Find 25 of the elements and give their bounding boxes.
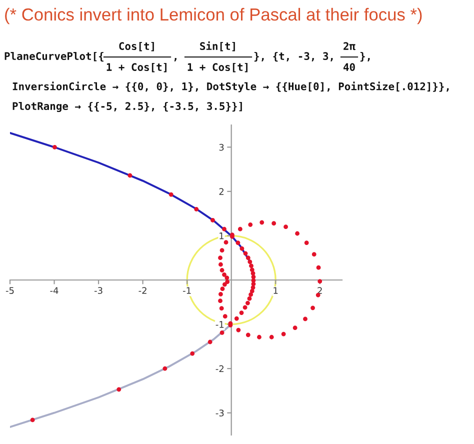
chart-title: (* Conics invert into Lemicon of Pascal at their focus *) <box>5 8 422 24</box>
text: Sin[t] <box>200 41 235 52</box>
y-tick-label: -3 <box>216 410 224 416</box>
text: PlotRange → {{-5, 2.5}, {-3.5, 3.5}}] <box>12 102 242 112</box>
y-tick-label: -1 <box>216 321 224 328</box>
y-tick-label: 1 <box>220 232 224 240</box>
y-tick-label: -2 <box>216 365 224 372</box>
text: PlaneCurvePlot[{ <box>4 52 104 62</box>
x-tick-label: -4 <box>50 287 58 294</box>
text: InversionCircle → {{0, 0}, 1}, DotStyle → {{Hue[0], PointSize[.012]}}, <box>12 82 449 92</box>
y-tick-label: 3 <box>219 144 224 151</box>
text: 2π <box>344 42 356 50</box>
x-tick-label: -2 <box>138 287 146 294</box>
text: 1 + Cos[t] <box>106 62 166 72</box>
text: 40 <box>344 63 355 72</box>
text: }, <box>360 52 370 62</box>
x-tick-label: -5 <box>6 287 14 294</box>
y-tick-label: 2 <box>219 188 224 195</box>
text: }, {t, -3, 3, <box>254 52 333 62</box>
x-tick-label: 1 <box>274 287 278 294</box>
text: 1 + Cos[t] <box>188 62 248 72</box>
text: Cos[t] <box>119 42 154 52</box>
text: , <box>174 58 176 62</box>
x-tick-label: -3 <box>94 287 102 294</box>
x-tick-label: -1 <box>183 287 191 294</box>
